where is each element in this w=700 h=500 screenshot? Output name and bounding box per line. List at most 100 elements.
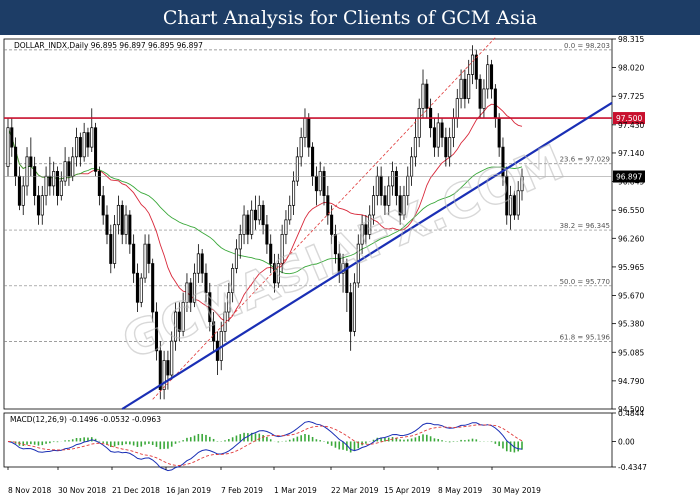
candle-body <box>193 272 197 303</box>
candle-body <box>292 180 296 206</box>
candle-body <box>143 243 147 279</box>
candle-body <box>52 171 56 187</box>
candle-body <box>284 219 288 235</box>
candle-body <box>227 292 231 313</box>
y-tick-label: 98.020 <box>618 64 644 73</box>
candle-body <box>78 137 82 158</box>
candle-body <box>272 263 277 284</box>
macd-frame <box>3 412 613 468</box>
candle-body <box>189 282 193 303</box>
candle-body <box>82 132 86 158</box>
candle-body <box>14 146 18 177</box>
macd-y-tick-label: -0.4347 <box>618 463 647 472</box>
candle-body <box>173 311 178 342</box>
moving-average-slow-line <box>7 127 523 275</box>
y-tick-label: 95.965 <box>618 263 644 272</box>
candle-body <box>59 180 63 196</box>
candle-body <box>139 277 143 303</box>
candle-body <box>269 243 273 264</box>
candle-body <box>451 117 455 138</box>
macd-line <box>7 420 523 472</box>
last-price-label: 96.897 <box>616 173 642 182</box>
candle-body <box>371 195 376 216</box>
candle-body <box>490 64 494 90</box>
candle-body <box>116 204 120 226</box>
candle-body <box>162 360 166 390</box>
candlestick-chart: 0.0 = 98.203 23.6 = 97.029 38.2 = 96.345 50… <box>0 35 700 500</box>
candle-body <box>486 64 490 90</box>
candle-body <box>280 234 284 264</box>
x-tick-label: 30 May 2019 <box>492 486 541 495</box>
overlay-lines: 97.500 96.897 <box>4 37 645 410</box>
candle-body <box>467 74 471 99</box>
macd-y-tick-label: 0.00 <box>618 437 635 446</box>
candle-body <box>417 107 421 138</box>
y-tick-label: 94.500 <box>618 405 644 414</box>
y-tick-label: 98.315 <box>618 35 644 44</box>
candle-body <box>425 83 429 109</box>
banner-title: Chart Analysis for Clients of GCM Asia <box>0 0 700 35</box>
candle-body <box>257 204 261 221</box>
axes: 98.315 98.020 97.725 97.430 97.140 96.845 96.5… <box>7 35 644 495</box>
candle-body <box>242 214 246 235</box>
candle-body <box>509 195 513 216</box>
x-tick-label: 7 Feb 2019 <box>221 486 263 495</box>
fibonacci-label: 50.0 = 95.770 <box>560 278 610 286</box>
candle-body <box>322 171 326 196</box>
candle-body <box>17 175 21 206</box>
candle-body <box>352 282 357 332</box>
candle-body <box>147 243 151 264</box>
candle-body <box>493 88 497 119</box>
candle-body <box>181 301 185 332</box>
y-tick-label: 97.140 <box>618 149 644 158</box>
candle-body <box>288 204 292 221</box>
y-tick-label: 96.260 <box>618 234 644 243</box>
candle-body <box>501 146 505 177</box>
candle-body <box>97 171 101 196</box>
fibonacci-label: 38.2 = 96.345 <box>560 222 610 230</box>
candle-body <box>364 224 368 235</box>
candle-body <box>299 137 303 158</box>
candle-body <box>154 311 159 352</box>
y-tick-label: 96.845 <box>618 178 644 187</box>
candle-body <box>40 195 44 216</box>
candle-body <box>208 292 212 323</box>
candle-body <box>421 83 425 109</box>
candle-body <box>482 88 486 109</box>
candle-body <box>470 54 475 75</box>
support-trendline <box>121 101 613 410</box>
candle-body <box>497 117 501 148</box>
candle-body <box>307 117 311 148</box>
candle-body <box>6 127 10 167</box>
candle-body <box>261 204 265 226</box>
candle-body <box>135 272 139 303</box>
candle-body <box>113 224 117 264</box>
macd-panel: 0.4844 0.00 -0.4347 <box>3 409 647 472</box>
candle-body <box>196 253 200 274</box>
candle-body <box>349 292 353 332</box>
candle-body <box>158 350 162 390</box>
candle-body <box>303 117 307 138</box>
candle-body <box>185 282 189 303</box>
channel-line <box>152 37 496 400</box>
candle-body <box>444 137 448 158</box>
candle-body <box>132 243 136 274</box>
candles <box>6 45 524 400</box>
candle-body <box>516 190 520 216</box>
x-tick-label: 22 Mar 2019 <box>331 486 379 495</box>
macd-header: MACD(12,26,9) -0.1496 -0.0532 -0.0963 <box>10 415 161 424</box>
fibonacci-label: 23.6 = 97.029 <box>560 156 610 164</box>
candle-body <box>387 185 391 206</box>
candle-body <box>86 132 90 148</box>
candle-body <box>90 127 94 148</box>
candle-body <box>48 175 52 187</box>
y-tick-label: 95.380 <box>618 320 644 329</box>
candle-body <box>105 214 109 235</box>
candle-body <box>326 195 330 216</box>
candle-body <box>432 127 436 148</box>
candle-body <box>383 195 387 206</box>
moving-average-fast-line <box>7 103 523 322</box>
candle-body <box>55 171 60 196</box>
candle-body <box>94 127 98 172</box>
candle-body <box>101 195 105 216</box>
